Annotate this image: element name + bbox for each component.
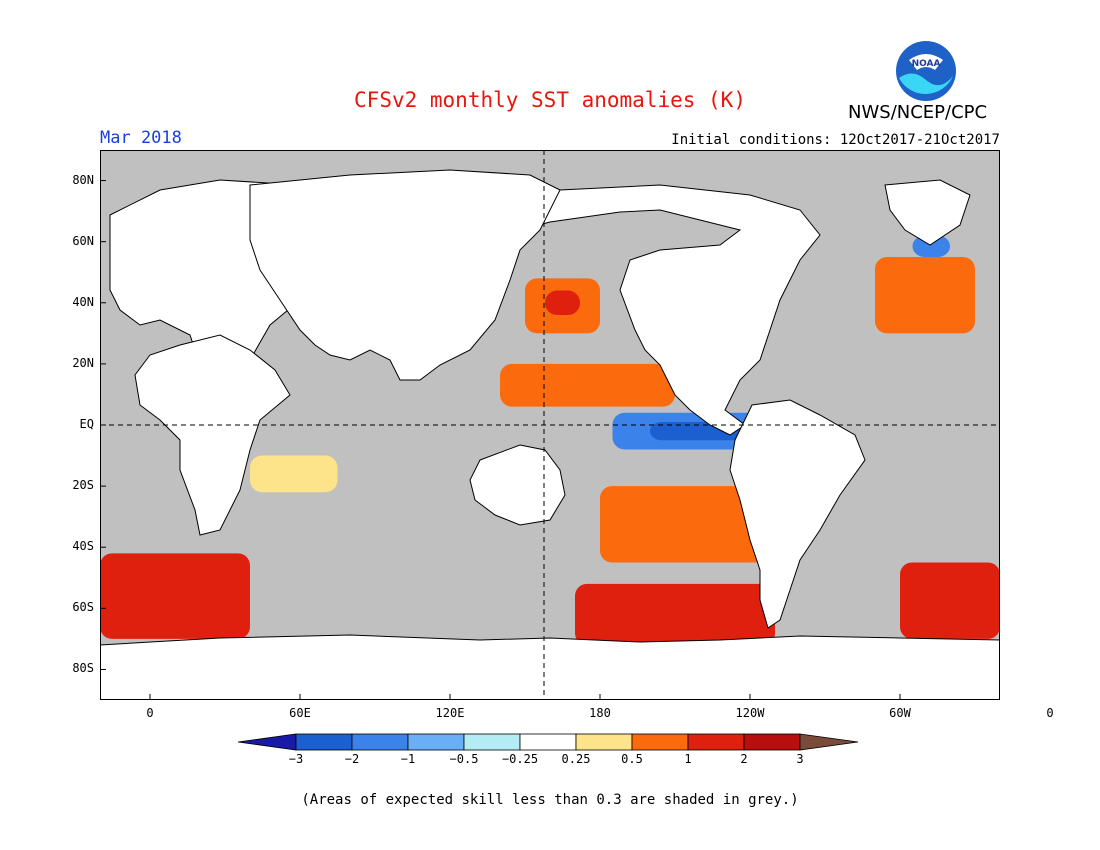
sst-anomaly-map — [100, 150, 1000, 700]
greenland — [884, 179, 971, 246]
forecast-month: Mar 2018 — [100, 128, 182, 148]
colorbar-tick-label: 0.5 — [621, 752, 643, 766]
colorbar-tick-label: −3 — [288, 752, 304, 766]
lon-label: 120E — [435, 706, 465, 720]
colorbar-segment — [407, 733, 465, 751]
colorbar-segment — [743, 733, 801, 751]
colorbar-tick-label: 0.25 — [561, 752, 591, 766]
anomaly-n-atlantic-cold — [912, 235, 950, 257]
colorbar — [238, 733, 859, 751]
skill-footnote: (Areas of expected skill less than 0.3 a… — [301, 792, 799, 808]
colorbar-tick-label: −2 — [344, 752, 360, 766]
colorbar-segment — [519, 733, 577, 751]
axis-ticks — [100, 180, 901, 700]
anomaly-s-atlantic-hot — [900, 562, 1000, 639]
colorbar-segment — [799, 733, 859, 751]
south-america — [729, 399, 866, 629]
colorbar-segment — [575, 733, 633, 751]
colorbar-tick-label: 2 — [740, 752, 748, 766]
anomaly-nw-pacific-hot — [545, 290, 580, 315]
lat-label: 80S — [72, 661, 94, 676]
anomaly-southern-ocean-hot — [575, 583, 775, 645]
lon-label: 120W — [735, 706, 765, 720]
colorbar-tick-label: −0.5 — [449, 752, 479, 766]
initial-conditions: Initial conditions: 12Oct2017-21Oct2017 — [671, 132, 1000, 148]
lat-label: 40S — [72, 539, 94, 554]
colorbar-tick-label: 3 — [796, 752, 804, 766]
lat-label: 60N — [72, 233, 94, 248]
colorbar-segment — [295, 733, 353, 751]
colorbar-segment — [351, 733, 409, 751]
lon-label: 0 — [1046, 706, 1054, 720]
lon-label: 60E — [289, 706, 311, 720]
lat-label: 40N — [72, 294, 94, 309]
colorbar-segment — [687, 733, 745, 751]
africa — [134, 334, 291, 536]
asia — [249, 169, 561, 381]
lon-label: 60W — [889, 706, 911, 720]
anomaly-n-atlantic-warm — [875, 256, 975, 334]
lat-label: 20S — [72, 478, 94, 493]
anomaly-indian-warm — [250, 455, 338, 493]
australia — [469, 444, 566, 526]
colorbar-tick-label: −1 — [400, 752, 416, 766]
anomaly-s-pacific-warm — [600, 486, 775, 563]
antarctica — [100, 634, 1000, 700]
land-masses — [100, 169, 1000, 700]
lon-label: 180 — [589, 706, 611, 720]
lat-label: 80N — [72, 172, 94, 187]
anomaly-n-pacific-warm — [500, 363, 675, 407]
anomaly-sw-indian-hot — [100, 553, 250, 639]
lat-label: EQ — [79, 417, 94, 431]
lat-label: 20N — [72, 355, 94, 370]
colorbar-tick-label: −0.25 — [501, 752, 539, 766]
lon-label: 0 — [146, 706, 154, 720]
colorbar-tick-label: 1 — [684, 752, 692, 766]
colorbar-segment — [631, 733, 689, 751]
colorbar-segment — [463, 733, 521, 751]
noaa-logo: NOAA — [895, 40, 957, 102]
page-title: CFSv2 monthly SST anomalies (K) — [354, 88, 746, 112]
svg-text:NOAA: NOAA — [912, 59, 941, 69]
colorbar-segment — [238, 733, 297, 751]
lat-label: 60S — [72, 600, 94, 615]
agency-label: NWS/NCEP/CPC — [848, 102, 988, 123]
map-frame — [100, 150, 1000, 700]
